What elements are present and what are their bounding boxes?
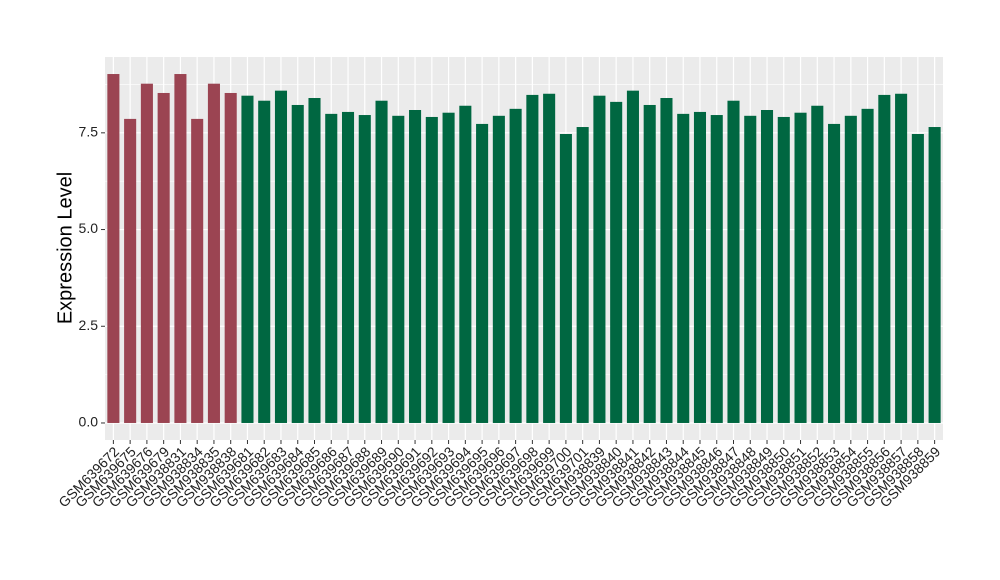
bar [509,108,522,423]
bar [492,115,505,423]
bar [660,98,673,423]
bar [224,92,237,423]
bar [744,115,757,423]
bar [710,115,723,423]
y-tick-label: 5.0 [79,220,99,236]
bar [828,123,841,423]
bar [895,93,908,423]
bar [341,111,355,423]
bar [425,116,438,423]
bar [677,113,690,423]
y-axis-title: Expression Level [54,172,76,324]
bar [593,95,606,423]
bar [476,123,489,423]
bar [727,100,740,423]
bar [911,133,924,423]
bar [459,105,472,423]
bar [308,98,321,423]
bar [626,90,639,423]
bar [576,127,589,423]
bar [861,108,874,423]
bar [274,90,288,423]
bar [241,95,254,423]
y-tick-label: 7.5 [79,124,99,140]
bar [191,118,204,423]
y-tick-label: 0.0 [79,414,99,430]
bar [325,113,338,423]
y-tick-label: 2.5 [79,317,99,333]
bar [409,110,422,423]
bar [610,101,623,423]
bar [157,92,170,423]
bar [140,83,153,423]
bar [928,127,941,423]
bar [760,110,774,423]
bar [543,93,556,423]
bar [526,94,539,423]
bar [693,111,707,423]
bar [811,105,824,423]
bar [375,100,388,423]
bar [559,133,572,423]
bar [291,104,304,423]
bar [174,74,187,423]
bar [777,116,790,423]
bar [794,112,807,423]
bar [107,74,120,423]
bar [392,115,405,423]
bar [643,104,656,423]
bar [258,100,271,423]
bar [844,115,857,423]
bar [878,94,891,423]
bar [124,118,137,423]
bar [358,115,371,423]
bar [442,112,455,423]
bar [207,83,220,423]
